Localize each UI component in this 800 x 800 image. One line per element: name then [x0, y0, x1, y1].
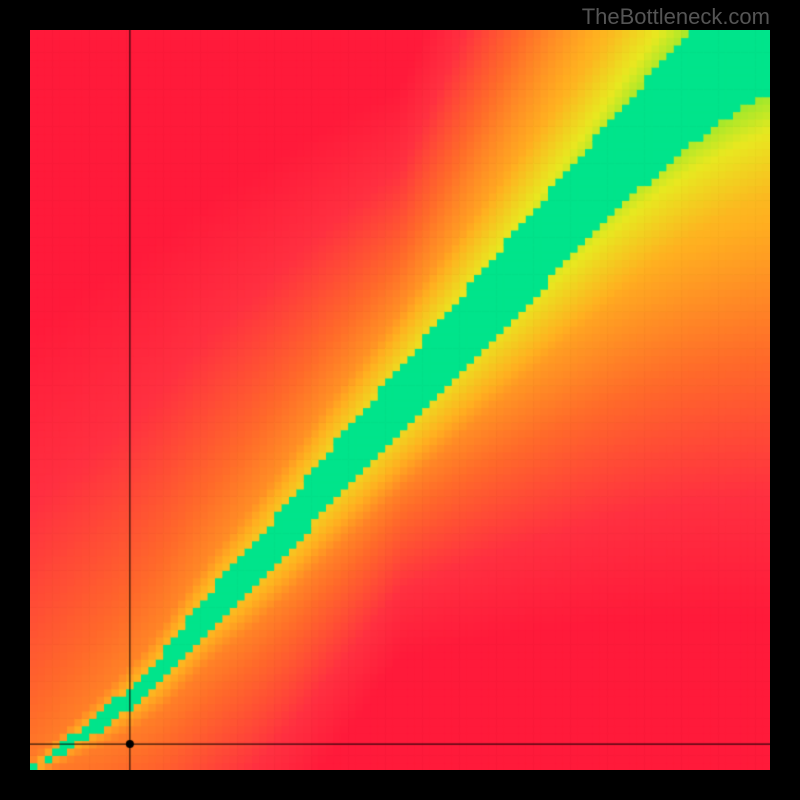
watermark-text: TheBottleneck.com — [582, 4, 770, 30]
bottleneck-heatmap — [30, 30, 770, 770]
